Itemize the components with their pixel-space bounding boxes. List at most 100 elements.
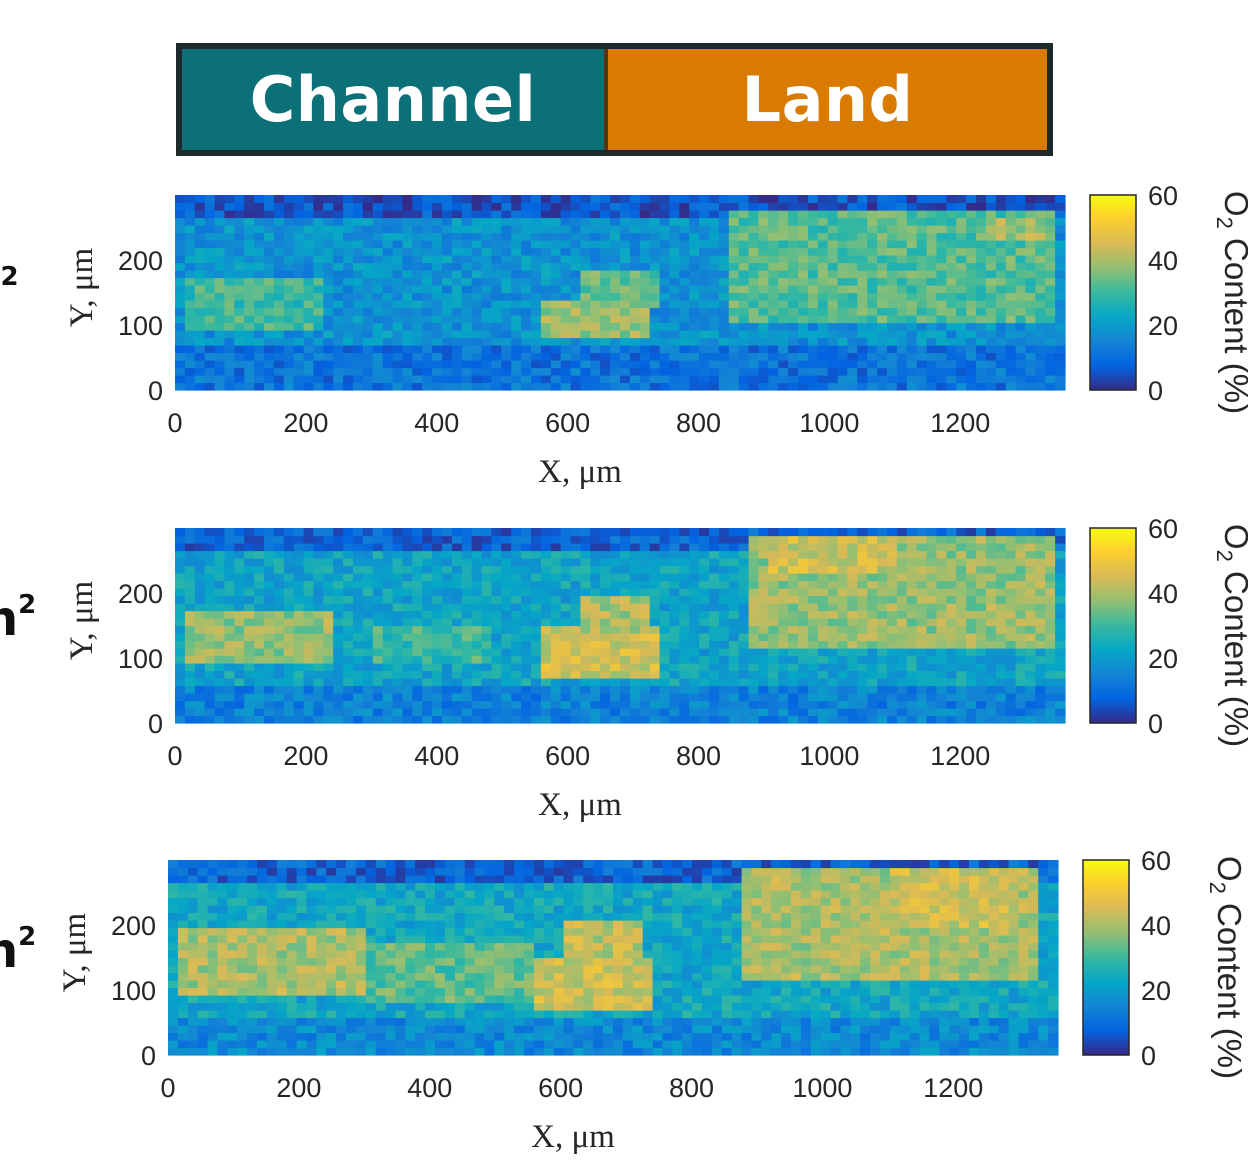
heatmap-cell [583, 1047, 594, 1056]
heatmap-cell [867, 588, 878, 597]
heatmap-cell [580, 300, 591, 309]
heatmap-cell [985, 262, 997, 271]
heatmap-cell [837, 700, 849, 709]
heatmap-cell [590, 360, 601, 369]
heatmap-cell [629, 618, 641, 627]
heatmap-cell [620, 625, 631, 634]
heatmap-cell [550, 603, 562, 612]
heatmap-cell [622, 1047, 634, 1056]
heatmap-cell [659, 270, 671, 279]
heatmap-cell [620, 595, 631, 604]
heatmap-cell [709, 217, 720, 226]
colorbar [1089, 194, 1137, 391]
heatmap-cell [461, 345, 473, 354]
heatmap-cell [234, 603, 245, 612]
heatmap-cell [521, 270, 532, 279]
heatmap-cell [362, 240, 374, 249]
heatmap-cell [906, 367, 918, 376]
heatmap-cell [1015, 292, 1027, 301]
heatmap-cell [709, 708, 720, 717]
heatmap-cell [956, 217, 967, 226]
heatmap-cell [175, 633, 186, 642]
heatmap-cell [887, 700, 898, 709]
heatmap-cell [1055, 535, 1066, 544]
heatmap-cell [451, 693, 463, 702]
heatmap-cell [382, 580, 394, 589]
heatmap-cell [850, 1040, 861, 1049]
heatmap-cell [184, 307, 196, 316]
heatmap-cell [600, 210, 611, 219]
heatmap-cell [570, 610, 582, 619]
heatmap-cell [669, 337, 680, 346]
heatmap-cell [926, 210, 938, 219]
heatmap-cell [471, 610, 483, 619]
heatmap-cell [620, 382, 631, 391]
heatmap-cell [1045, 648, 1056, 657]
heatmap-cell [590, 715, 601, 724]
heatmap-cell [343, 285, 354, 294]
heatmap-cell [709, 210, 720, 219]
heatmap-cell [560, 217, 572, 226]
heatmap-cell [451, 232, 463, 241]
heatmap-cell [689, 255, 700, 264]
heatmap-cell [995, 618, 1007, 627]
heatmap-cell [412, 217, 423, 226]
heatmap-cell [906, 195, 918, 204]
heatmap-cell [738, 595, 750, 604]
heatmap-cell [1005, 670, 1017, 679]
heatmap-cell [303, 195, 315, 204]
heatmap-cell [214, 345, 226, 354]
heatmap-cell [471, 277, 483, 286]
heatmap-cell [442, 715, 453, 724]
heatmap-cell [807, 382, 819, 391]
heatmap-cell [461, 693, 473, 702]
heatmap-cell [946, 670, 957, 679]
heatmap-cell [471, 330, 483, 339]
heatmap-cell [966, 625, 977, 634]
heatmap-cell [184, 655, 196, 664]
heatmap-cell [988, 1047, 1000, 1056]
heatmap-cell [442, 595, 453, 604]
heatmap-cell [758, 573, 769, 582]
heatmap-cell [293, 315, 305, 324]
heatmap-cell [906, 678, 918, 687]
heatmap-cell [264, 307, 275, 316]
heatmap-cell [817, 618, 829, 627]
heatmap-cell [560, 708, 572, 717]
heatmap-cell [550, 255, 562, 264]
heatmap-cell [590, 670, 601, 679]
heatmap-cell [827, 322, 839, 331]
heatmap-cell [788, 580, 799, 589]
heatmap-cell [471, 670, 483, 679]
heatmap-cell [995, 603, 1007, 612]
heatmap-cell [771, 1032, 782, 1041]
heatmap-cell [412, 277, 423, 286]
heatmap-cell [175, 663, 186, 672]
heatmap-cell [689, 195, 700, 204]
heatmap-cell [966, 603, 977, 612]
heatmap-cell [887, 625, 898, 634]
heatmap-cell [481, 603, 493, 612]
heatmap-cell [827, 588, 839, 597]
heatmap-cell [524, 1040, 535, 1049]
heatmap-cell [333, 708, 344, 717]
heatmap-cell [283, 565, 295, 574]
heatmap-cell [629, 330, 641, 339]
heatmap-cell [511, 292, 522, 301]
heatmap-cell [481, 648, 493, 657]
colorbar-tick-label: 60 [1148, 181, 1178, 211]
heatmap-cell [689, 580, 700, 589]
heatmap-cell [550, 573, 562, 582]
heatmap-cell [887, 210, 898, 219]
heatmap-cell [906, 232, 918, 241]
heatmap-cell [906, 300, 918, 309]
heatmap-cell [1035, 232, 1046, 241]
heatmap-cell [916, 663, 928, 672]
heatmap-cell [570, 580, 582, 589]
heatmap-cell [531, 367, 542, 376]
heatmap-cell [444, 1047, 456, 1056]
heatmap-cell [629, 655, 641, 664]
heatmap-cell [303, 708, 315, 717]
heatmap-cell [679, 315, 690, 324]
heatmap-cell [432, 225, 443, 234]
